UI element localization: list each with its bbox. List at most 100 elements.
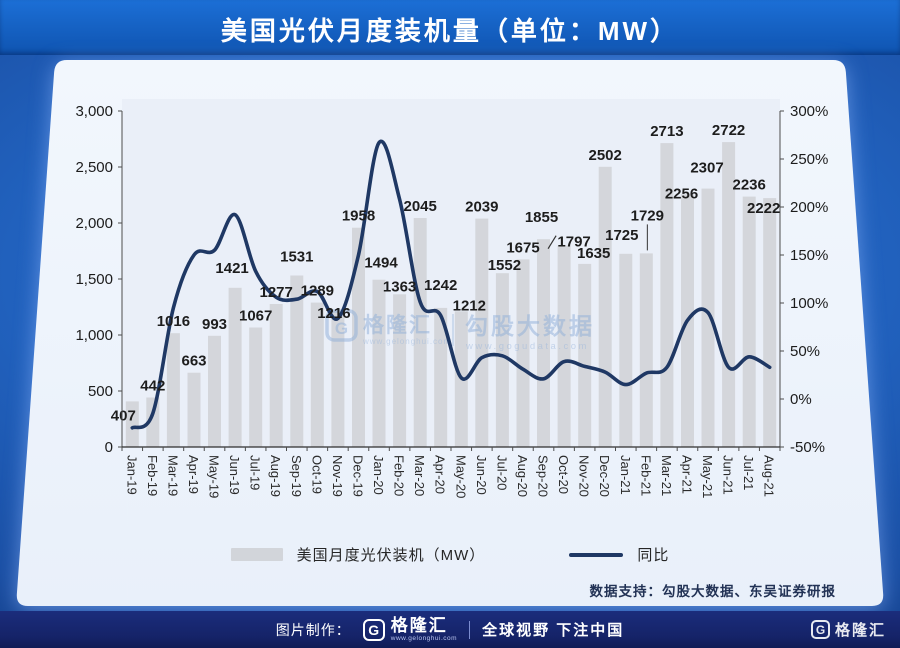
x-axis-label: Mar-20	[412, 455, 427, 496]
bar-value-label: 2222	[747, 200, 780, 217]
bar	[763, 198, 777, 447]
bar	[208, 335, 221, 447]
x-axis-label: Dec-19	[351, 455, 366, 497]
bar	[166, 333, 180, 447]
left-axis-tick-label: 1,000	[75, 327, 113, 344]
x-axis-label: Jul-20	[494, 455, 509, 490]
x-axis-label: Mar-21	[659, 455, 674, 496]
gelonghui-logo-icon: G	[810, 620, 830, 639]
credit-label: 图片制作：	[275, 621, 351, 638]
bar-value-label: 1242	[424, 277, 457, 294]
bar	[146, 397, 160, 447]
watermark-brand-url: www.gelonghui.com	[362, 337, 451, 346]
brand-url: www.gelonghui.com	[390, 634, 458, 642]
x-axis-label: Aug-20	[515, 455, 530, 497]
header-bar: 美国光伏月度装机量（单位：MW）	[0, 0, 900, 55]
bar-value-label: 1494	[364, 255, 398, 272]
bar-value-label: 1016	[157, 313, 190, 330]
legend-bar-swatch	[230, 548, 283, 561]
bar-value-label: 1675	[506, 239, 539, 256]
bar	[331, 310, 345, 447]
right-axis-tick-label: -50%	[790, 439, 825, 456]
x-axis-label: Feb-20	[392, 455, 407, 496]
bar	[413, 218, 427, 447]
page-title: 美国光伏月度装机量（单位：MW）	[220, 16, 680, 46]
x-axis-label: Oct-19	[309, 455, 324, 494]
yoy-line	[130, 139, 772, 430]
bar-value-label: 1531	[280, 249, 313, 266]
bar-value-label: 1729	[631, 207, 664, 224]
x-axis-label: May-19	[207, 455, 222, 498]
bar	[557, 245, 571, 447]
x-axis-label: Jan-19	[124, 455, 139, 495]
x-axis-label: May-20	[453, 455, 468, 498]
axes: 0 500 1,000 1,500 2,000 2,500 3,000 -50% 0% 50% 10…	[75, 103, 828, 456]
bar-value-label: 1552	[488, 257, 521, 274]
bar-value-label: 1363	[383, 278, 416, 295]
bar	[598, 166, 612, 448]
footer-bar: 图片制作： G 格隆汇 www.gelonghui.com 全球视野 下注中国 …	[0, 611, 900, 648]
x-axis-label: Feb-19	[145, 455, 160, 496]
bar-value-label: 2722	[712, 122, 745, 139]
x-axis-label: Oct-20	[556, 455, 571, 494]
right-axis-tick-label: 250%	[790, 151, 828, 168]
legend-bar-label: 美国月度光伏装机（MW）	[296, 547, 486, 564]
bar-value-label: 442	[140, 378, 165, 395]
x-axis-label: Aug-19	[268, 455, 283, 497]
x-axis-label: Jun-19	[227, 455, 242, 495]
bar-value-label: 2256	[665, 185, 698, 202]
bar	[434, 307, 448, 447]
x-axis-label: Apr-20	[433, 455, 448, 494]
x-axis-label: Sep-20	[536, 455, 551, 497]
x-axis-label: Mar-19	[165, 455, 180, 496]
bar-value-label: 1421	[215, 260, 248, 277]
left-axis-tick-label: 0	[105, 439, 113, 456]
bar	[495, 273, 509, 447]
footer-divider	[469, 620, 471, 639]
bar	[742, 196, 756, 447]
brand-name: 格隆汇	[834, 622, 886, 639]
x-axis-label: Aug-21	[762, 455, 777, 497]
right-axis-tick-label: 100%	[790, 295, 828, 312]
bar	[639, 253, 653, 447]
x-axis-label: Apr-19	[186, 455, 201, 494]
data-support-note: 数据支持：勾股大数据、东吴证券研报	[589, 584, 836, 599]
bar-value-label: 1797	[557, 234, 590, 251]
bar-value-label: 1635	[577, 245, 610, 262]
bar	[578, 263, 592, 447]
bar-value-label: 2713	[650, 123, 683, 140]
x-axis-label: Jun-21	[721, 455, 736, 495]
bar-value-label: 663	[181, 353, 206, 370]
watermark-data-brand: 勾股大数据	[465, 313, 595, 339]
left-axis-tick-label: 3,000	[75, 103, 113, 120]
bar	[228, 287, 242, 447]
left-axis-tick-label: 2,000	[75, 215, 113, 232]
right-axis-tick-label: 50%	[790, 343, 820, 360]
x-axis-label: Jul-21	[741, 455, 756, 490]
x-axis-label: Feb-21	[638, 455, 653, 496]
bar-value-label: 407	[111, 407, 136, 424]
bar-value-label: 1855	[525, 209, 558, 226]
footer-right-logo: G 格隆汇	[810, 611, 886, 648]
bar-value-label: 2039	[465, 199, 498, 216]
bar-value-label: 1289	[301, 283, 334, 300]
right-axis-tick-label: 200%	[790, 199, 828, 216]
bar-value-label: 2307	[690, 160, 723, 177]
x-axis-label: Jun-20	[474, 455, 489, 495]
legend-line-label: 同比	[637, 547, 670, 564]
x-axis-label: Jan-21	[618, 455, 633, 495]
watermark-data-brand-url: www.gogudata.com	[465, 341, 589, 352]
bar-value-label: 1958	[342, 208, 375, 225]
bar-value-label: 993	[202, 316, 227, 333]
bar-value-label: 1277	[260, 284, 293, 301]
bar	[249, 327, 263, 447]
bar-series	[125, 142, 777, 448]
bar	[393, 294, 407, 447]
bar	[290, 275, 304, 447]
label-leader-line	[547, 235, 557, 250]
bar-value-label: 1212	[453, 297, 486, 314]
bar	[310, 302, 324, 447]
